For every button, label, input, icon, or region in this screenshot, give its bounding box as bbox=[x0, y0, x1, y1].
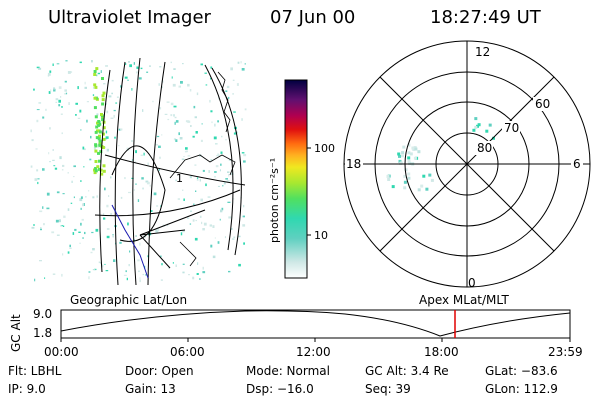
observation-time: 18:27:49 UT bbox=[430, 7, 541, 28]
timeline-ytick-low: 1.8 bbox=[33, 326, 52, 340]
info-ip: IP: 9.0 bbox=[8, 382, 46, 396]
lat-label-60: 60 bbox=[535, 97, 550, 111]
colorbar-gradient bbox=[284, 79, 308, 279]
info-mode: Mode: Normal bbox=[246, 364, 330, 378]
xtick-1800: 18:00 bbox=[424, 345, 459, 359]
info-glon: GLon: 112.9 bbox=[485, 382, 558, 396]
polar-speckles bbox=[386, 117, 495, 192]
altitude-curve bbox=[60, 310, 571, 337]
info-dsp: Dsp: −16.0 bbox=[246, 382, 314, 396]
xtick-0000: 00:00 bbox=[44, 345, 79, 359]
info-seq: Seq: 39 bbox=[365, 382, 411, 396]
aurora-speckles bbox=[30, 60, 247, 283]
colorbar-unit-label: photon cm⁻²s⁻¹ bbox=[268, 158, 281, 243]
altitude-timeline: GC Alt 9.0 1.8 bbox=[9, 307, 571, 352]
mlt-label-0: 0 bbox=[468, 276, 476, 290]
apex-caption: Apex MLat/MLT bbox=[419, 293, 509, 307]
xtick-1200: 12:00 bbox=[296, 345, 331, 359]
mlt-label-6: 6 bbox=[573, 157, 581, 171]
observation-date: 07 Jun 00 bbox=[270, 7, 356, 28]
lat-label-70: 70 bbox=[504, 121, 519, 135]
info-gain: Gain: 13 bbox=[125, 382, 176, 396]
spacecraft-track bbox=[111, 204, 149, 279]
mlt-label-18: 18 bbox=[346, 157, 361, 171]
mlt-label-12: 12 bbox=[475, 45, 490, 59]
timeline-ytick-high: 9.0 bbox=[33, 307, 52, 321]
info-filter: Flt: LBHL bbox=[8, 364, 62, 378]
xtick-2359: 23:59 bbox=[548, 345, 583, 359]
geographic-caption: Geographic Lat/Lon bbox=[70, 293, 188, 307]
polar-mlat-mlt-plot: 12 18 6 0 60 70 80 bbox=[343, 40, 591, 290]
meridian-tick-label: 1 bbox=[176, 172, 183, 185]
intensity-colorbar: 100 10 photon cm⁻²s⁻¹ bbox=[268, 79, 335, 279]
info-gc-alt: GC Alt: 3.4 Re bbox=[365, 364, 449, 378]
geographic-grid bbox=[94, 57, 246, 286]
coastline bbox=[169, 71, 236, 267]
colorbar-tick-100: 100 bbox=[314, 142, 335, 155]
info-door: Door: Open bbox=[125, 364, 194, 378]
xtick-0600: 06:00 bbox=[170, 345, 205, 359]
info-glat: GLat: −83.6 bbox=[485, 364, 558, 378]
timeline-ylabel: GC Alt bbox=[9, 314, 23, 352]
lat-label-80: 80 bbox=[477, 141, 492, 155]
imager-title: Ultraviolet Imager bbox=[48, 7, 211, 28]
colorbar-tick-10: 10 bbox=[314, 229, 328, 242]
